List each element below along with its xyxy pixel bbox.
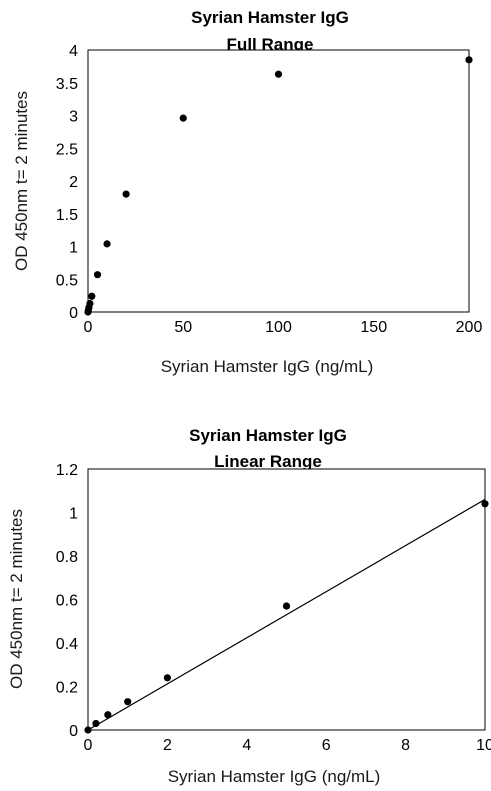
y-tick-label: 3	[69, 109, 78, 126]
x-axis-label: Syrian Hamster IgG (ng/mL)	[168, 767, 381, 786]
y-tick-label: 1.5	[56, 207, 78, 224]
y-tick-label: 1	[69, 240, 78, 257]
y-tick-labels: 0 0.5 1 1.5 2 2.5 3 3.5 4	[56, 43, 78, 322]
x-tick-labels: 0 2 4 6 8 10	[84, 737, 491, 754]
trendline-group	[87, 498, 486, 731]
y-tick-labels: 0 0.2 0.4 0.6 0.8 1 1.2	[56, 462, 78, 740]
y-tick-label: 0.4	[56, 636, 78, 653]
y-axis-label: OD 450nm t= 2 minutes	[12, 91, 31, 271]
y-tick-label: 2	[69, 174, 78, 191]
y-tick-label: 0	[69, 723, 78, 740]
linear-trendline	[87, 498, 486, 731]
data-point	[103, 240, 111, 248]
data-point	[122, 190, 130, 198]
x-tick-label: 0	[84, 737, 93, 754]
x-tick-labels: 0 50 100 150 200	[84, 319, 483, 336]
y-tick-label: 0.6	[56, 593, 78, 610]
y-tick-label: 0.8	[56, 549, 78, 566]
plot-area	[87, 49, 470, 313]
chart-title: Syrian Hamster IgG	[189, 426, 347, 445]
chart-subtitle: Full Range	[227, 35, 314, 54]
x-tick-label: 200	[456, 319, 483, 336]
data-points	[84, 500, 489, 734]
data-point	[88, 292, 96, 300]
y-tick-label: 0.5	[56, 272, 78, 289]
data-point	[465, 56, 473, 64]
data-point	[163, 674, 171, 682]
chart-full-range: Syrian Hamster IgG Full Range 0 50 100 150 2…	[12, 8, 482, 376]
data-point	[481, 500, 489, 508]
data-point	[282, 602, 291, 610]
y-tick-label: 0.2	[56, 680, 78, 697]
x-tick-label: 8	[401, 737, 410, 754]
chart-linear-range: Syrian Hamster IgG Linear Range 0 2 4 6 8 10 …	[7, 426, 491, 786]
plot-area	[87, 468, 486, 731]
data-point	[179, 114, 187, 122]
x-tick-label: 4	[242, 737, 251, 754]
x-tick-label: 10	[476, 737, 491, 754]
x-axis-label: Syrian Hamster IgG (ng/mL)	[161, 357, 374, 376]
chart-subtitle: Linear Range	[214, 452, 322, 471]
data-point	[104, 711, 112, 719]
x-tick-label: 100	[265, 319, 292, 336]
y-tick-label: 4	[69, 43, 78, 60]
y-tick-label: 2.5	[56, 141, 78, 158]
data-point	[124, 698, 132, 706]
x-tick-label: 2	[163, 737, 172, 754]
data-point	[86, 299, 94, 308]
data-point	[93, 271, 102, 279]
y-tick-label: 1.2	[56, 462, 78, 479]
chart-title: Syrian Hamster IgG	[191, 8, 349, 27]
data-point	[92, 719, 100, 728]
x-tick-label: 0	[84, 319, 93, 336]
y-tick-label: 3.5	[56, 76, 78, 93]
data-point	[274, 70, 283, 78]
x-tick-label: 6	[322, 737, 331, 754]
y-tick-label: 0	[69, 305, 78, 322]
x-tick-label: 150	[360, 319, 387, 336]
x-tick-label: 50	[174, 319, 192, 336]
y-tick-label: 1	[69, 506, 78, 523]
data-points	[84, 56, 473, 316]
data-point	[84, 726, 92, 734]
y-axis-label: OD 450nm t= 2 minutes	[7, 509, 26, 689]
